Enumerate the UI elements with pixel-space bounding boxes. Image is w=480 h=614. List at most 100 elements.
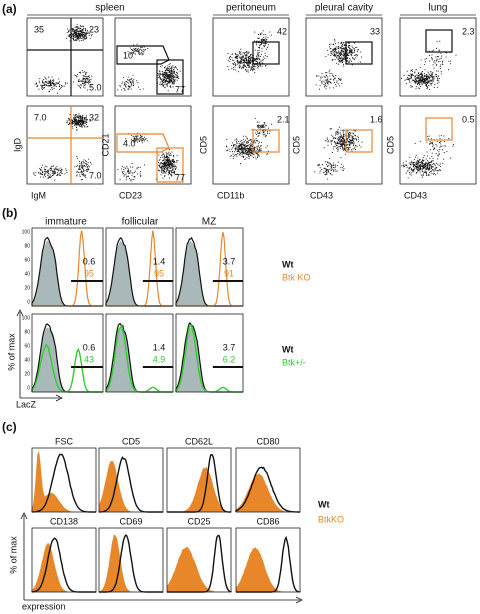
cell-dot <box>415 167 417 170</box>
cell-dot <box>158 160 160 162</box>
cell-dot <box>327 169 329 171</box>
cell-dot <box>423 155 425 157</box>
cell-dot <box>39 82 41 84</box>
cell-dot <box>343 138 345 141</box>
gate-number: 43 <box>84 354 94 364</box>
cell-dot <box>404 79 406 81</box>
cell-dot <box>163 159 165 161</box>
cell-dot <box>77 171 79 174</box>
y-axis-label: CD21 <box>100 133 110 156</box>
cell-dot <box>134 176 136 178</box>
cell-dot <box>82 116 84 118</box>
cell-dot <box>254 68 256 70</box>
cell-dot <box>337 150 339 152</box>
cell-dot <box>78 166 80 168</box>
cell-dot <box>232 157 234 160</box>
cell-dot <box>353 58 355 60</box>
cell-dot <box>434 62 436 64</box>
cell-dot <box>39 78 41 80</box>
cell-dot <box>411 160 413 162</box>
cell-dot <box>328 162 330 164</box>
cell-dot <box>335 56 337 58</box>
cell-dot <box>89 37 91 39</box>
cell-dot <box>247 69 249 71</box>
cell-dot <box>338 142 340 144</box>
cell-dot <box>412 169 414 171</box>
cell-dot <box>162 160 164 162</box>
cell-dot <box>257 143 259 145</box>
gate-number: 3.7 <box>223 256 236 266</box>
cell-dot <box>421 163 423 165</box>
cell-dot <box>78 37 80 39</box>
cell-dot <box>335 170 337 172</box>
cell-dot <box>78 40 80 42</box>
cell-dot <box>335 54 337 56</box>
cell-dot <box>348 55 350 57</box>
cell-dot <box>42 172 44 174</box>
marker-title: CD138 <box>50 516 78 526</box>
cell-dot <box>434 165 436 167</box>
cell-dot <box>249 153 251 155</box>
cell-dot <box>84 117 86 119</box>
cell-dot <box>418 72 420 74</box>
cell-dot <box>421 165 423 167</box>
cell-dot <box>342 52 344 54</box>
cell-dot <box>255 142 257 144</box>
cell-dot <box>242 143 244 145</box>
cell-dot <box>85 176 87 178</box>
cell-dot <box>232 145 235 147</box>
cell-dot <box>419 161 421 163</box>
cell-dot <box>247 52 249 54</box>
cell-dot <box>265 147 267 149</box>
cell-dot <box>439 169 441 171</box>
cell-dot <box>447 69 450 71</box>
cell-dot <box>75 74 77 76</box>
cell-dot <box>331 152 334 154</box>
cell-dot <box>340 156 342 158</box>
cell-dot <box>50 85 52 87</box>
cell-dot <box>422 80 424 83</box>
cell-dot <box>352 137 354 140</box>
cell-dot <box>86 36 88 38</box>
cell-dot <box>334 132 337 134</box>
cell-dot <box>173 79 175 82</box>
cell-dot <box>168 163 170 165</box>
cell-dot <box>133 141 135 143</box>
cell-dot <box>348 142 350 144</box>
cell-dot <box>136 167 138 169</box>
cell-dot <box>163 168 166 170</box>
cell-dot <box>130 82 132 84</box>
cell-dot <box>332 43 335 45</box>
marker-title: CD62L <box>185 436 213 446</box>
cell-dot <box>172 80 175 82</box>
cell-dot <box>68 117 70 119</box>
cell-dot <box>428 135 430 137</box>
cell-dot <box>172 170 174 172</box>
cell-dot <box>336 52 339 54</box>
cell-dot <box>329 158 331 160</box>
cell-dot <box>75 124 77 126</box>
cell-dot <box>167 168 169 170</box>
cell-dot <box>159 165 161 167</box>
cell-dot <box>88 33 91 35</box>
cell-dot <box>166 159 168 161</box>
cell-dot <box>125 177 128 179</box>
cell-dot <box>170 154 172 156</box>
cell-dot <box>139 173 141 175</box>
cell-dot <box>80 83 82 86</box>
cell-dot <box>429 171 432 173</box>
cell-dot <box>260 55 262 58</box>
gate-number: 95 <box>84 268 94 278</box>
cell-dot <box>423 165 425 167</box>
cell-dot <box>122 173 124 175</box>
cell-dot <box>340 54 342 57</box>
cell-dot <box>439 149 441 151</box>
cell-dot <box>240 145 242 147</box>
cell-dot <box>349 48 351 50</box>
cell-dot <box>52 165 55 167</box>
cell-dot <box>170 81 172 83</box>
cell-dot <box>74 36 76 38</box>
cell-dot <box>124 89 126 91</box>
cell-dot <box>157 161 160 163</box>
